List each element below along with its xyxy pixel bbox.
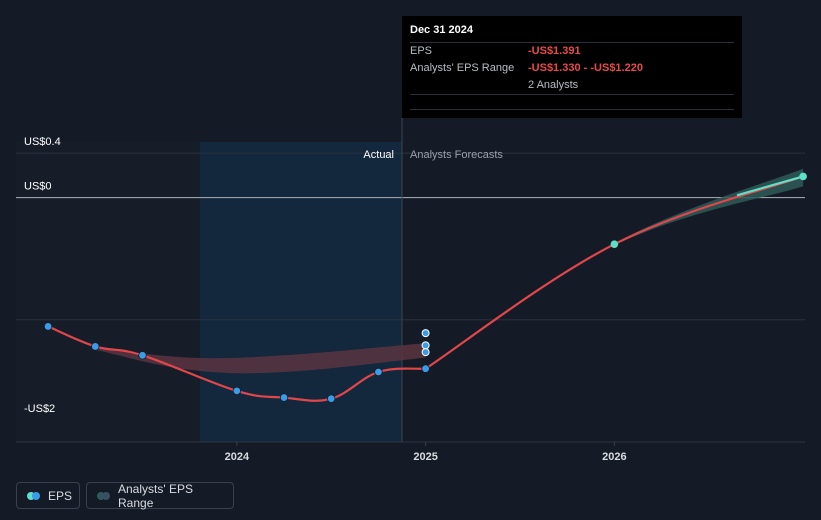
legend-eps-button[interactable]: EPS: [16, 482, 80, 509]
y-axis-labels: US$0.4 US$0 -US$2: [24, 136, 61, 415]
tooltip-divider: [410, 94, 734, 110]
hover-point-1: [421, 341, 430, 350]
tooltip-analysts-row: 2 Analysts: [410, 77, 734, 94]
hover-point-2: [421, 348, 430, 357]
y-tick-label-1: US$0: [24, 181, 52, 193]
eps-forecast-line: [424, 175, 804, 370]
eps-points: [43, 172, 807, 403]
range-band-0: [95, 343, 426, 374]
tooltip: Dec 31 2024 EPS -US$1.391 Analysts' EPS …: [402, 16, 742, 118]
range-band-1: [425, 168, 804, 369]
eps-point-2: [138, 351, 147, 360]
x-axis-labels: 2024 2025 2026: [225, 442, 627, 463]
tooltip-range-low: -US$1.330: [528, 62, 581, 74]
eps-point-3: [232, 386, 242, 396]
x-tick-label-1: 2025: [413, 451, 437, 463]
forecast-point-1: [799, 172, 807, 181]
eps-point-7: [421, 364, 430, 373]
y-tick-label-2: -US$2: [24, 403, 55, 415]
tooltip-range-label: Analysts' EPS Range: [410, 62, 515, 74]
legend-eps-label: EPS: [48, 488, 73, 503]
tooltip-range-sep: -: [580, 62, 591, 74]
gridlines: [16, 152, 805, 443]
eps-point-0: [43, 322, 53, 331]
tooltip-range-high: -US$1.220: [590, 62, 643, 74]
legend-range-label: Analysts' EPS Range: [118, 481, 193, 510]
tooltip-date: Dec 31 2024: [410, 24, 473, 36]
x-tick-label-0: 2024: [225, 451, 250, 463]
x-tick-label-2: 2026: [602, 451, 626, 463]
hover-point-0: [421, 329, 430, 338]
y-tick-label-0: US$0.4: [24, 136, 61, 148]
forecast-region-label: Analysts Forecasts: [410, 149, 503, 161]
tooltip-range-row: Analysts' EPS Range -US$1.330 - -US$1.22…: [410, 60, 734, 77]
actual-region-shade: [200, 142, 402, 442]
forecast-point-0: [610, 240, 619, 249]
eps-forecast-positive-line: [736, 175, 804, 197]
eps-point-6: [374, 367, 383, 377]
eps-actual-line: [47, 325, 426, 402]
eps-point-5: [327, 394, 336, 403]
range-legend-icon: [97, 491, 110, 500]
past-region-shade: [16, 142, 200, 442]
actual-region-label: Actual: [363, 149, 394, 161]
tooltip-eps-row: EPS -US$1.391: [410, 42, 734, 60]
eps-legend-icon: [27, 491, 40, 500]
tooltip-analysts: 2 Analysts: [528, 79, 579, 91]
eps-point-1: [91, 342, 100, 351]
tooltip-eps-label: EPS: [410, 45, 433, 57]
eps-point-4: [279, 393, 289, 402]
tooltip-eps-value: -US$1.391: [528, 45, 581, 57]
legend-range-button[interactable]: Analysts' EPS Range: [86, 481, 234, 510]
